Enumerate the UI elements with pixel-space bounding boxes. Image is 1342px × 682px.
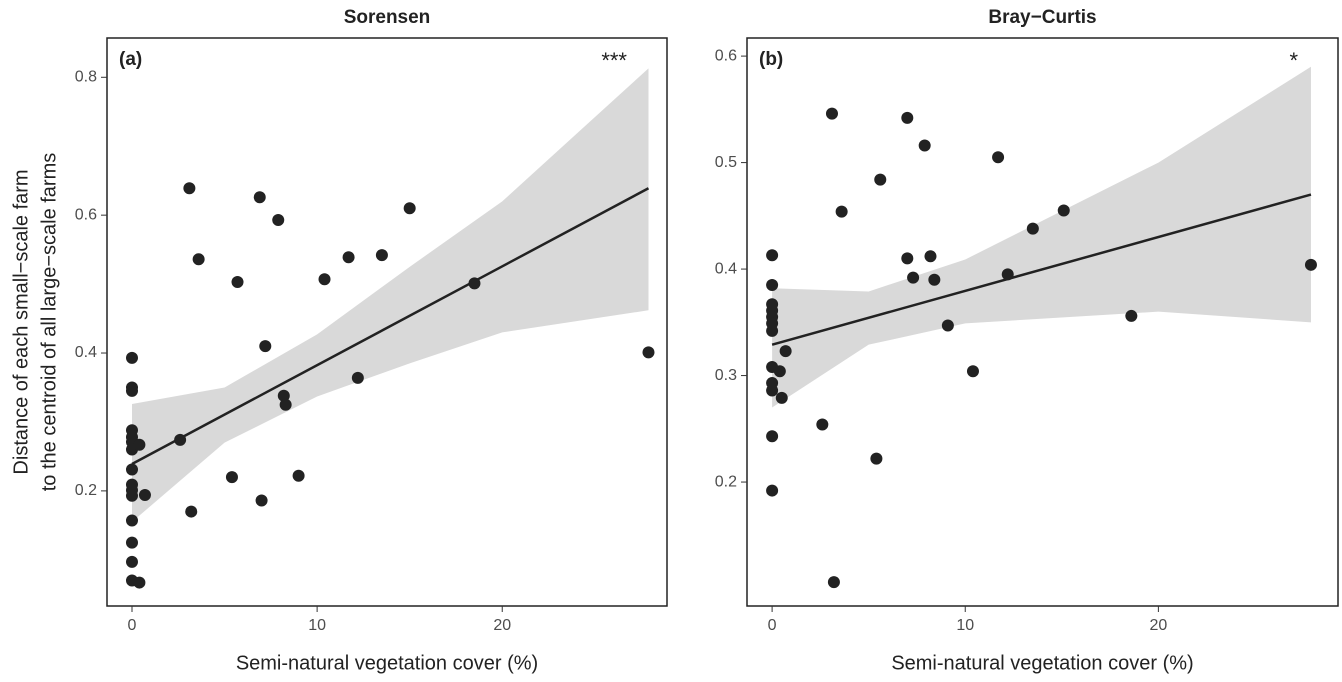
data-point <box>125 555 138 568</box>
data-point <box>279 398 292 411</box>
confidence-band <box>131 68 649 522</box>
data-point <box>1026 222 1039 235</box>
data-point <box>318 273 331 286</box>
data-point <box>1125 309 1138 322</box>
data-point <box>1304 258 1317 271</box>
y-tick-label: 0.4 <box>715 260 737 277</box>
fit-line <box>771 193 1312 346</box>
y-axis-label: to the centroid of all large−scale farms <box>38 153 60 492</box>
y-tick-label: 0.3 <box>715 367 737 384</box>
data-point <box>125 489 138 502</box>
y-axis-label: Distance of each small−scale farm <box>10 169 32 474</box>
data-point <box>183 182 196 195</box>
data-point <box>773 365 786 378</box>
data-point <box>941 319 954 332</box>
data-point <box>375 249 388 262</box>
data-point <box>125 514 138 527</box>
data-point <box>174 433 187 446</box>
data-point <box>907 271 920 284</box>
data-point <box>766 484 779 497</box>
y-tick-label: 0.2 <box>75 482 97 499</box>
x-tick-label: 20 <box>493 617 511 634</box>
data-point <box>133 438 146 451</box>
y-tick-label: 0.2 <box>715 473 737 490</box>
data-point <box>277 389 290 402</box>
data-point <box>192 253 205 266</box>
data-point <box>1057 204 1070 217</box>
data-point <box>835 205 848 218</box>
data-point <box>992 151 1005 164</box>
data-point <box>231 276 244 289</box>
data-point <box>775 391 788 404</box>
data-point <box>292 469 305 482</box>
panel-title: Bray−Curtis <box>988 7 1096 28</box>
data-point <box>185 505 198 518</box>
data-point <box>133 576 146 589</box>
data-point <box>225 471 238 484</box>
data-point <box>827 576 840 589</box>
fit-line <box>131 187 650 466</box>
data-point <box>924 250 937 263</box>
data-point <box>125 463 138 476</box>
data-point <box>125 536 138 549</box>
data-point <box>342 251 355 264</box>
y-tick-label: 0.6 <box>75 206 97 223</box>
x-tick-label: 10 <box>956 617 974 634</box>
data-point <box>272 213 285 226</box>
panel-label: (a) <box>119 49 142 70</box>
x-axis-label: Semi-natural vegetation cover (%) <box>891 652 1193 674</box>
panel-title: Sorensen <box>344 7 431 28</box>
y-tick-label: 0.5 <box>715 154 737 171</box>
data-point <box>125 351 138 364</box>
y-tick-label: 0.8 <box>75 69 97 86</box>
data-point <box>766 384 779 397</box>
y-tick-label: 0.6 <box>715 47 737 64</box>
data-point <box>901 252 914 265</box>
plot-frame <box>746 37 1339 607</box>
data-point <box>403 202 416 215</box>
data-point <box>468 277 481 290</box>
significance: *** <box>601 48 627 73</box>
x-tick-label: 10 <box>308 617 326 634</box>
data-point <box>901 111 914 124</box>
x-tick-label: 0 <box>128 617 137 634</box>
data-point <box>779 345 792 358</box>
panel-label: (b) <box>759 49 783 70</box>
data-point <box>766 249 779 262</box>
y-tick-label: 0.4 <box>75 344 97 361</box>
data-point <box>1001 268 1014 281</box>
data-point <box>816 418 829 431</box>
data-point <box>642 346 655 359</box>
data-point <box>253 191 266 204</box>
data-point <box>138 489 151 502</box>
data-point <box>825 107 838 120</box>
data-point <box>259 340 272 353</box>
significance: * <box>1289 48 1298 73</box>
data-point <box>766 324 779 337</box>
confidence-band <box>772 66 1311 408</box>
data-point <box>351 371 364 384</box>
data-point <box>766 279 779 292</box>
x-tick-label: 0 <box>768 617 777 634</box>
data-point <box>966 365 979 378</box>
data-point <box>125 384 138 397</box>
data-point <box>918 139 931 152</box>
plot-frame <box>106 37 668 607</box>
data-point <box>255 494 268 507</box>
data-point <box>766 430 779 443</box>
x-axis-label: Semi-natural vegetation cover (%) <box>236 652 538 674</box>
data-point <box>874 173 887 186</box>
x-tick-label: 20 <box>1149 617 1167 634</box>
data-point <box>870 452 883 465</box>
data-point <box>928 273 941 286</box>
